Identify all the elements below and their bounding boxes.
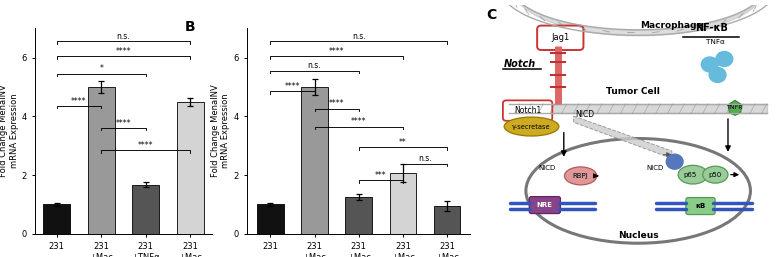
Text: ***: ***	[375, 171, 387, 180]
Text: ****: ****	[138, 141, 154, 150]
Ellipse shape	[702, 166, 728, 183]
Circle shape	[666, 154, 683, 169]
Text: ****: ****	[285, 82, 300, 91]
Bar	[43, 205, 70, 234]
FancyBboxPatch shape	[686, 198, 715, 215]
Polygon shape	[574, 116, 672, 159]
Bar	[257, 205, 284, 234]
Text: NF-κB: NF-κB	[695, 23, 728, 33]
Bar	[346, 197, 372, 234]
Text: Tumor Cell: Tumor Cell	[605, 87, 659, 96]
Text: NRE: NRE	[537, 202, 553, 208]
FancyBboxPatch shape	[537, 26, 583, 50]
FancyBboxPatch shape	[529, 197, 561, 214]
Bar	[301, 87, 328, 234]
Bar	[132, 185, 159, 234]
Text: P: P	[673, 159, 677, 164]
Text: B: B	[184, 20, 195, 34]
Text: p50: p50	[708, 172, 721, 178]
Text: Nucleus: Nucleus	[618, 231, 659, 240]
Text: ****: ****	[71, 97, 87, 106]
Text: Macrophage: Macrophage	[641, 21, 703, 30]
Text: ****: ****	[328, 99, 344, 108]
Ellipse shape	[564, 167, 597, 185]
Text: NICD: NICD	[539, 166, 556, 171]
Polygon shape	[728, 100, 742, 115]
FancyBboxPatch shape	[503, 100, 552, 121]
Text: n.s.: n.s.	[418, 154, 432, 163]
Text: Notch1: Notch1	[514, 106, 541, 115]
Text: RBPJ: RBPJ	[573, 173, 589, 179]
Text: Notch: Notch	[503, 59, 535, 69]
Ellipse shape	[504, 117, 559, 136]
Text: **: **	[399, 138, 407, 147]
Text: NICD: NICD	[646, 166, 663, 171]
Circle shape	[702, 57, 718, 72]
Text: ****: ****	[351, 117, 366, 126]
Text: n.s.: n.s.	[307, 61, 321, 70]
Text: *: *	[100, 64, 103, 73]
Bar	[390, 173, 416, 234]
Y-axis label: Fold Change MenaINV
mRNA Expression: Fold Change MenaINV mRNA Expression	[211, 85, 230, 177]
Text: n.s.: n.s.	[117, 32, 130, 41]
Text: γ-secretase: γ-secretase	[512, 124, 551, 130]
Bar	[434, 206, 460, 234]
Text: ****: ****	[328, 47, 344, 56]
Text: p65: p65	[684, 172, 697, 178]
Bar	[88, 87, 114, 234]
Text: NICD: NICD	[575, 110, 594, 119]
Circle shape	[716, 51, 733, 67]
Text: TNFα: TNFα	[706, 39, 724, 45]
Text: TNFR: TNFR	[727, 105, 743, 110]
Text: n.s.: n.s.	[352, 32, 365, 41]
Text: Jag1: Jag1	[551, 33, 569, 42]
Text: ****: ****	[116, 118, 131, 127]
Text: ****: ****	[116, 47, 131, 56]
Ellipse shape	[678, 165, 708, 184]
Circle shape	[710, 68, 726, 82]
Text: κB: κB	[695, 203, 706, 209]
Text: C: C	[487, 8, 497, 22]
Bar	[177, 102, 204, 234]
Y-axis label: Fold Change MenaINV
mRNA Expression: Fold Change MenaINV mRNA Expression	[0, 85, 19, 177]
